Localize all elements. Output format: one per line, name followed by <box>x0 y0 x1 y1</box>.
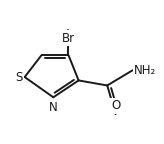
Text: N: N <box>49 101 58 114</box>
Text: Br: Br <box>62 32 75 44</box>
Text: O: O <box>111 100 120 112</box>
Text: NH₂: NH₂ <box>134 64 156 77</box>
Text: S: S <box>16 71 23 84</box>
